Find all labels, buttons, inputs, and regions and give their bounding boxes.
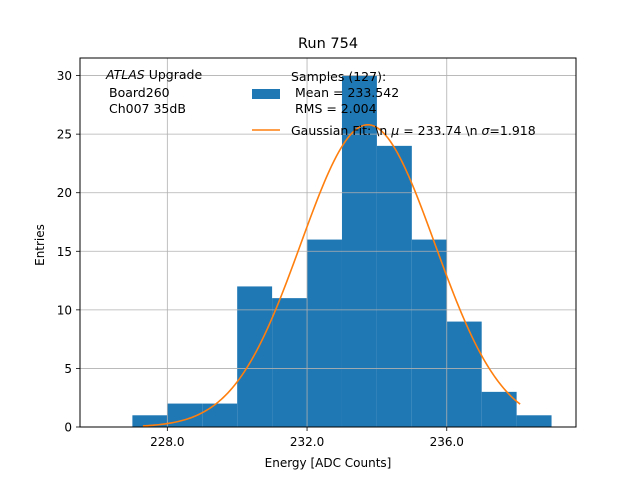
y-axis-label: Entries (33, 224, 47, 266)
histogram-bar (132, 415, 168, 427)
channel-label: Ch007 35dB (109, 101, 186, 116)
legend-fit-label: Gaussian Fit: \n μ = 233.74 \n σ=1.918 (291, 123, 536, 138)
histogram-bar (481, 391, 517, 427)
y-tick-label: 20 (57, 186, 72, 200)
upgrade-label: Upgrade (145, 67, 203, 82)
board-label: Board260 (109, 85, 170, 100)
histogram-bar (237, 286, 273, 427)
axes-frame (79, 57, 577, 428)
histogram-bar (411, 239, 447, 427)
chart-title: Run 754 (298, 36, 358, 52)
y-tick-label: 5 (64, 362, 72, 376)
histogram-bar (376, 145, 412, 427)
histogram-bar (516, 415, 552, 427)
y-tick-label: 15 (57, 245, 72, 259)
histogram-bar (272, 298, 308, 427)
legend-histogram-label-2: Mean = 233.542 (291, 85, 399, 100)
legend-histogram-label-3: RMS = 2.004 (291, 101, 377, 116)
atlas-annotation-line-1: ATLAS Upgrade (105, 67, 202, 82)
x-tick-label: 228.0 (150, 435, 184, 449)
plot-area: 228.0 232.0 236.0 0 5 10 15 20 25 30 (57, 57, 577, 449)
atlas-label: ATLAS (105, 67, 145, 82)
y-tick-label: 10 (57, 303, 72, 317)
histogram-bar (167, 403, 203, 427)
y-tick-label: 0 (64, 421, 72, 435)
legend: Samples (127): Mean = 233.542 RMS = 2.00… (252, 69, 536, 138)
gaussian-fit-line (142, 123, 521, 427)
legend-histogram-label-1: Samples (127): (291, 69, 386, 84)
histogram-bar (202, 403, 238, 427)
x-axis-label: Energy [ADC Counts] (265, 456, 392, 470)
histogram-bar (307, 239, 342, 427)
y-tick-label: 30 (57, 69, 72, 83)
legend-histogram-swatch (252, 89, 280, 99)
atlas-annotation: ATLAS Upgrade Board260 Ch007 35dB (105, 67, 202, 116)
histogram-bar (446, 321, 482, 427)
x-tick-label: 232.0 (290, 435, 324, 449)
x-tick-label: 236.0 (430, 435, 464, 449)
y-tick-label: 25 (57, 128, 72, 142)
